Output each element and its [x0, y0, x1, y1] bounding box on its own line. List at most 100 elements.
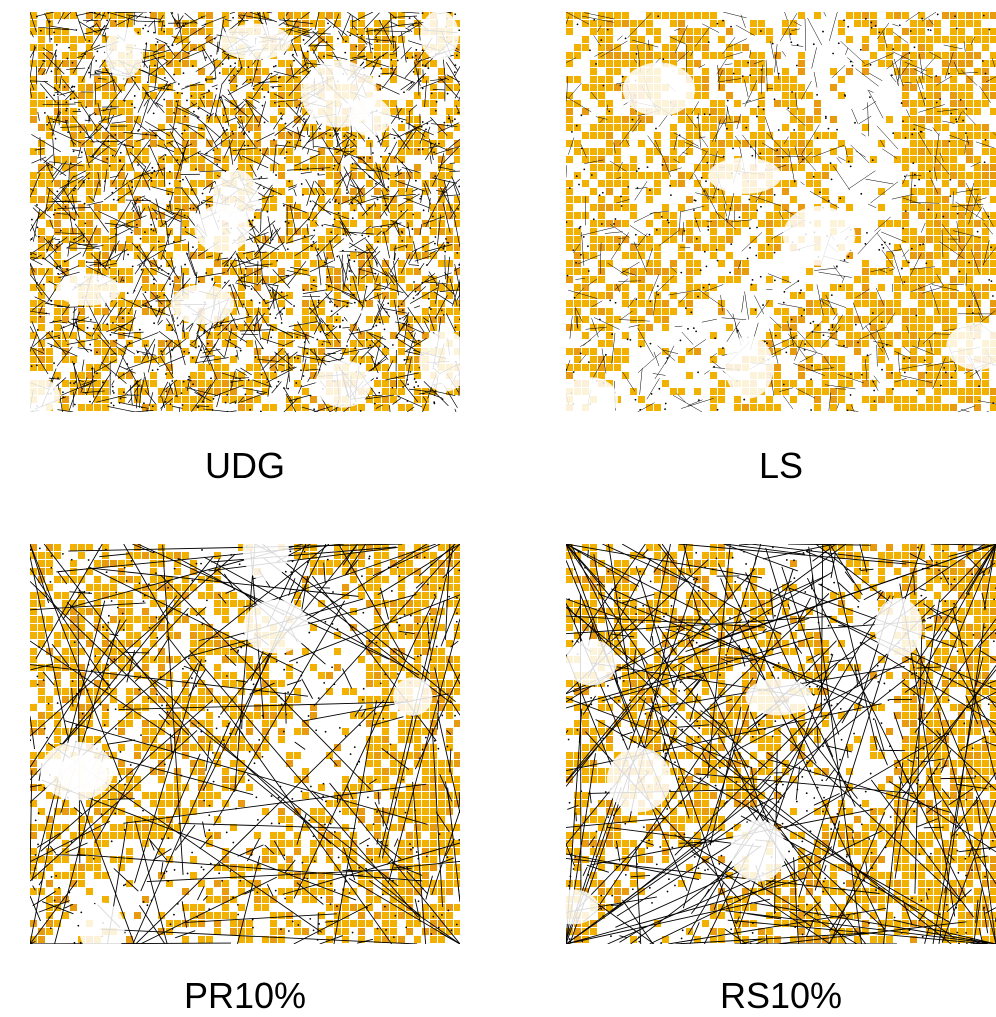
- field-cell: [590, 20, 597, 27]
- field-cell: [566, 100, 573, 107]
- field-cell: [934, 36, 941, 43]
- field-cell: [318, 20, 325, 27]
- node: [191, 189, 193, 191]
- node: [160, 265, 162, 267]
- field-cell: [950, 316, 957, 323]
- field-cell: [870, 12, 877, 19]
- field-cell: [726, 76, 733, 83]
- node: [83, 240, 85, 242]
- field-cell: [814, 308, 821, 315]
- field-cell: [790, 108, 797, 115]
- field-cell: [374, 340, 381, 347]
- node: [247, 66, 249, 68]
- field-cell: [422, 236, 429, 243]
- field-cell: [742, 140, 749, 147]
- field-cell: [630, 60, 637, 67]
- node: [63, 326, 65, 328]
- field-cell: [598, 76, 605, 83]
- field-cell: [630, 308, 637, 315]
- edge: [395, 322, 405, 324]
- field-cell: [966, 316, 973, 323]
- field-cell: [294, 380, 301, 387]
- node: [396, 337, 398, 339]
- node: [342, 250, 344, 252]
- field-cell: [862, 300, 869, 307]
- node: [74, 404, 76, 406]
- field-cell: [302, 308, 309, 315]
- field-cell: [606, 284, 613, 291]
- field-cell: [662, 212, 669, 219]
- field-cell: [126, 108, 133, 115]
- field-cell: [878, 204, 885, 211]
- node: [375, 325, 377, 327]
- node: [300, 168, 302, 170]
- field-cell: [278, 132, 285, 139]
- field-cell: [614, 12, 621, 19]
- node: [167, 205, 169, 207]
- field-cell: [366, 52, 373, 59]
- node: [173, 241, 175, 243]
- field-cell: [582, 132, 589, 139]
- node: [395, 312, 397, 314]
- field-cell: [814, 116, 821, 123]
- node: [182, 404, 184, 406]
- node: [51, 167, 53, 169]
- field-cell: [918, 308, 925, 315]
- node: [112, 155, 114, 157]
- field-cell: [70, 124, 77, 131]
- field-cell: [598, 124, 605, 131]
- node: [100, 29, 102, 31]
- field-cell: [910, 20, 917, 27]
- field-cell: [726, 204, 733, 211]
- node: [88, 67, 90, 69]
- field-cell: [750, 60, 757, 67]
- field-cell: [654, 12, 661, 19]
- field-cell: [758, 52, 765, 59]
- node: [318, 300, 320, 302]
- field-cell: [238, 164, 245, 171]
- field-cell: [742, 204, 749, 211]
- node: [214, 38, 216, 40]
- node: [153, 322, 155, 324]
- node: [240, 350, 242, 352]
- field-cell: [686, 300, 693, 307]
- field-cell: [566, 124, 573, 131]
- field-cell: [46, 364, 53, 371]
- field-cell: [734, 44, 741, 51]
- node: [407, 400, 409, 402]
- field-cell: [598, 292, 605, 299]
- field-cell: [910, 148, 917, 155]
- field-cell: [662, 284, 669, 291]
- node: [191, 95, 193, 97]
- node: [321, 343, 323, 345]
- field-cell: [326, 340, 333, 347]
- field-cell: [270, 252, 277, 259]
- field-cell: [886, 220, 893, 227]
- node: [337, 133, 339, 135]
- field-cell: [726, 28, 733, 35]
- field-cell: [310, 276, 317, 283]
- field-cell: [910, 252, 917, 259]
- field-cell: [182, 396, 189, 403]
- field-cell: [366, 276, 373, 283]
- field-cell: [78, 212, 85, 219]
- field-cell: [742, 220, 749, 227]
- node: [251, 288, 253, 290]
- edge: [190, 258, 197, 277]
- field-cell: [126, 276, 133, 283]
- node: [165, 390, 167, 392]
- node: [406, 227, 408, 229]
- node: [153, 112, 155, 114]
- field-cell: [950, 76, 957, 83]
- field-cell: [686, 132, 693, 139]
- node: [351, 202, 353, 204]
- field-cell: [574, 236, 581, 243]
- field-cell: [966, 60, 973, 67]
- field-cell: [566, 268, 573, 275]
- node: [168, 324, 170, 326]
- field-cell: [926, 156, 933, 163]
- field-cell: [982, 220, 989, 227]
- field-cell: [414, 212, 421, 219]
- node: [304, 341, 306, 343]
- field-cell: [950, 172, 957, 179]
